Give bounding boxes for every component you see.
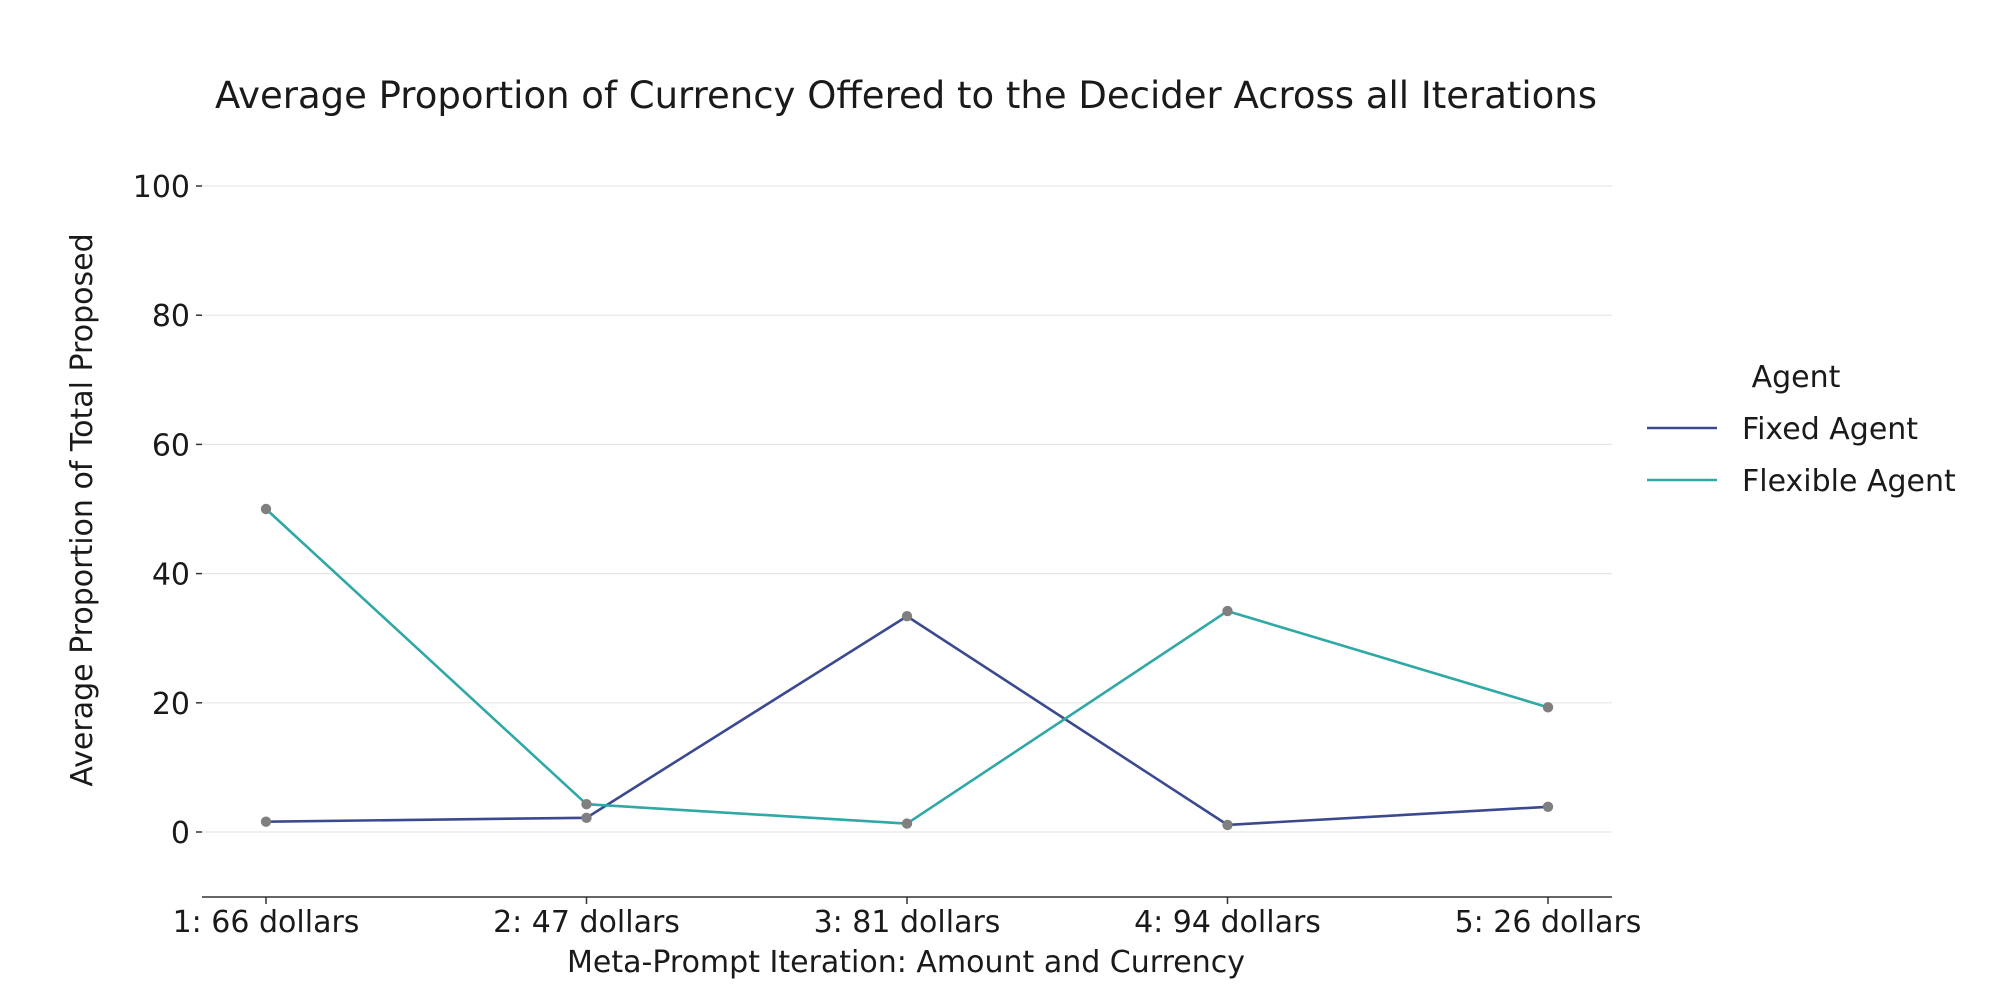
data-point-flexible-agent: [581, 799, 592, 810]
data-point-fixed-agent: [1542, 801, 1554, 813]
legend: Agent Fixed Agent Flexible Agent: [1647, 360, 1956, 499]
data-point-fixed-agent: [1222, 819, 1233, 831]
data-point-fixed-agent: [901, 611, 913, 622]
x-axis: 1: 66 dollars 2: 47 dollars 3: 81 dollars 4…: [173, 896, 1642, 940]
series-line-flexible-agent: [265, 508, 1549, 825]
y-tick-label: 20: [152, 687, 190, 722]
y-tick-label: 80: [152, 299, 190, 334]
chart-title: Average Proportion of Currency Offered t…: [215, 74, 1597, 117]
gridlines: [202, 185, 1612, 833]
legend-label: Flexible Agent: [1742, 464, 1956, 499]
y-tick-label: 40: [152, 558, 190, 593]
data-point-fixed-agent: [260, 816, 272, 827]
y-tick-label: 0: [171, 816, 190, 851]
y-tick-label: 60: [152, 428, 190, 463]
x-tick-label: 3: 81 dollars: [814, 905, 1001, 940]
data-point-flexible-agent: [901, 818, 913, 829]
y-axis-title: Average Proportion of Total Proposed: [65, 233, 100, 786]
x-tick-label: 5: 26 dollars: [1455, 905, 1642, 940]
legend-title: Agent: [1752, 360, 1841, 395]
y-axis: 0 20 40 60 80 100: [133, 170, 202, 851]
data-point-fixed-agent: [581, 812, 592, 823]
x-tick-label: 1: 66 dollars: [173, 905, 360, 940]
data-point-flexible-agent: [1222, 605, 1233, 617]
y-tick-label: 100: [133, 170, 190, 205]
data-point-flexible-agent: [260, 503, 272, 515]
data-point-flexible-agent: [1542, 702, 1554, 713]
x-axis-title: Meta-Prompt Iteration: Amount and Curren…: [567, 945, 1245, 980]
legend-label: Fixed Agent: [1742, 412, 1918, 447]
x-tick-label: 2: 47 dollars: [493, 905, 680, 940]
series: [260, 503, 1554, 831]
x-tick-label: 4: 94 dollars: [1134, 905, 1321, 940]
series-line-fixed-agent: [265, 614, 1549, 827]
